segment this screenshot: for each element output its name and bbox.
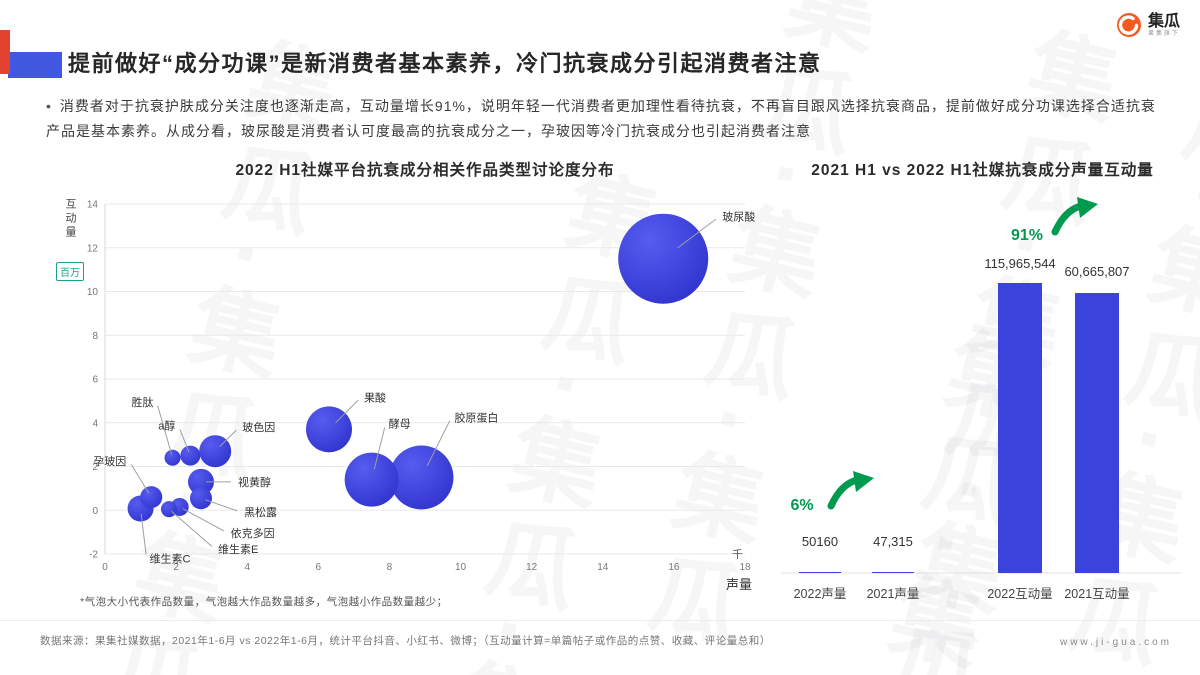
- growth-percent-label: 6%: [790, 497, 813, 514]
- bubble-label: 维生素E: [218, 542, 258, 556]
- bar-2022声量: [799, 572, 841, 573]
- bubble-chart-panel: 2022 H1社媒平台抗衰成分相关作品类型讨论度分布 互动量 百万 -2 0 2 4 6…: [40, 158, 772, 623]
- bubble-酵母: [344, 452, 399, 507]
- y-tick: 14: [87, 200, 99, 211]
- bar-category-label: 2021声量: [867, 587, 920, 601]
- x-tick: 14: [597, 562, 609, 573]
- bubble-孕玻因: [140, 486, 163, 509]
- x-tick: 2: [173, 562, 179, 573]
- summary-bullet: • 消费者对于抗衰护肤成分关注度也逐渐走高，互动量增长91%，说明年轻一代消费者更…: [46, 94, 1158, 144]
- bar-2022互动量: [998, 283, 1042, 573]
- bubble-label: 酵母: [389, 418, 411, 431]
- x-tick: 4: [244, 562, 250, 573]
- bubble-玻尿酸: [618, 213, 709, 304]
- bar-value-label: 50160: [802, 534, 838, 549]
- bubble-label: 视黄醇: [238, 475, 271, 489]
- x-tick: 18: [739, 562, 751, 573]
- bar-category-label: 2022互动量: [987, 587, 1052, 601]
- bubble-leader-line: [182, 508, 225, 532]
- bar-value-label: 115,965,544: [984, 256, 1055, 271]
- bubble-leader-line: [179, 429, 190, 453]
- bar-chart: 50160 2022声量 47,315 2021声量 115,965,544 2022互动…: [781, 197, 1181, 601]
- bubble-leader-line: [219, 429, 237, 448]
- website-url: www.ji-gua.com: [1059, 637, 1172, 648]
- summary-text: 消费者对于抗衰护肤成分关注度也逐渐走高，互动量增长91%，说明年轻一代消费者更加…: [46, 98, 1156, 140]
- bubble-leader-line: [130, 464, 150, 494]
- bubble-leader-line: [204, 499, 238, 512]
- jigua-logo-icon: [1116, 13, 1141, 37]
- bubble-label: a醇: [158, 419, 175, 433]
- bubble-label: 胶原蛋白: [454, 410, 498, 424]
- bubble-leader-line: [157, 405, 173, 455]
- bubble-chart-title: 2022 H1社媒平台抗衰成分相关作品类型讨论度分布: [235, 162, 615, 179]
- bubble-黑松露: [190, 487, 212, 510]
- bar-chart-panel: 2021 H1 vs 2022 H1社媒抗衰成分声量互动量 50160 2022声…: [775, 158, 1190, 628]
- y-axis-unit-badge: 百万: [56, 262, 84, 281]
- bar-2021互动量: [1075, 293, 1119, 573]
- bar-category-label: 2021互动量: [1064, 587, 1129, 601]
- logo-text: 集瓜: [1147, 12, 1180, 30]
- x-tick: 12: [526, 562, 538, 573]
- bubble-label: 依克多因: [231, 526, 275, 540]
- bar-2021声量: [872, 572, 914, 573]
- title-accent-block: [8, 52, 62, 78]
- bubble-leader-line: [335, 399, 359, 424]
- x-tick: 6: [316, 562, 322, 573]
- y-tick: 6: [92, 375, 98, 386]
- bubble-label: 维生素C: [150, 552, 191, 566]
- y-tick: -2: [89, 550, 98, 561]
- y-tick: 8: [92, 331, 98, 342]
- bubble-label: 胜肽: [132, 395, 154, 409]
- y-tick: 10: [87, 287, 99, 298]
- bubble-leader-line: [677, 218, 717, 249]
- bubble-胶原蛋白: [389, 445, 454, 510]
- y-tick: 4: [92, 418, 98, 429]
- y-tick: 0: [92, 506, 98, 517]
- bar-value-label: 60,665,807: [1064, 264, 1129, 279]
- page-title: 提前做好“成分功课”是新消费者基本素养，冷门抗衰成分引起消费者注意: [68, 51, 822, 76]
- bubble-label: 玻尿酸: [722, 210, 755, 224]
- x-tick: 10: [455, 562, 467, 573]
- bar-chart-title: 2021 H1 vs 2022 H1社媒抗衰成分声量互动量: [811, 162, 1154, 179]
- bullet-marker: •: [46, 98, 52, 114]
- bar-category-label: 2022声量: [794, 587, 847, 601]
- bubble-胜肽: [164, 449, 181, 466]
- bubble-size-footnote: *气泡大小代表作品数量，气泡越大作品数量越多，气泡越小作品数量越少；: [80, 596, 448, 608]
- growth-arrow-icon: [827, 471, 874, 510]
- bubble-视黄醇: [188, 468, 214, 495]
- growth-arrow-icon: [1051, 197, 1098, 236]
- bubble-维生素E: [161, 501, 177, 518]
- bubble-leader-line: [426, 420, 451, 467]
- footer: 数据来源：果集社媒数据，2021年1-6月 vs 2022年1-6月，统计平台抖…: [0, 620, 1200, 675]
- logo-subtext: 果集旗下: [1147, 30, 1180, 37]
- y-tick: 2: [92, 462, 98, 473]
- bubble-label: 果酸: [364, 390, 386, 404]
- x-tick: 0: [102, 562, 108, 573]
- bubble-label: 玻色因: [242, 420, 275, 434]
- bubble-leader-line: [140, 513, 147, 555]
- y-axis-title: 互动量: [64, 198, 76, 240]
- bubble-label: 孕玻因: [93, 455, 126, 468]
- x-tick: 16: [668, 562, 680, 573]
- logo-text-group: 集瓜 果集旗下: [1148, 13, 1180, 37]
- x-axis-unit: 千: [732, 549, 743, 561]
- red-accent-stripe: [0, 30, 10, 74]
- x-tick: 8: [387, 562, 393, 573]
- growth-percent-label: 91%: [1011, 227, 1043, 244]
- bubble-a醇: [180, 445, 201, 466]
- bubble-label: 黑松露: [244, 505, 277, 519]
- jigua-logo: 集瓜 果集旗下: [1116, 12, 1180, 38]
- bubble-leader-line: [373, 427, 386, 470]
- data-source-note: 数据来源：果集社媒数据，2021年1-6月 vs 2022年1-6月，统计平台抖…: [40, 635, 771, 647]
- y-tick: 12: [87, 243, 99, 254]
- bar-value-label: 47,315: [873, 534, 913, 549]
- x-axis-title: 声量: [726, 577, 753, 592]
- bubble-leader-line: [171, 510, 213, 547]
